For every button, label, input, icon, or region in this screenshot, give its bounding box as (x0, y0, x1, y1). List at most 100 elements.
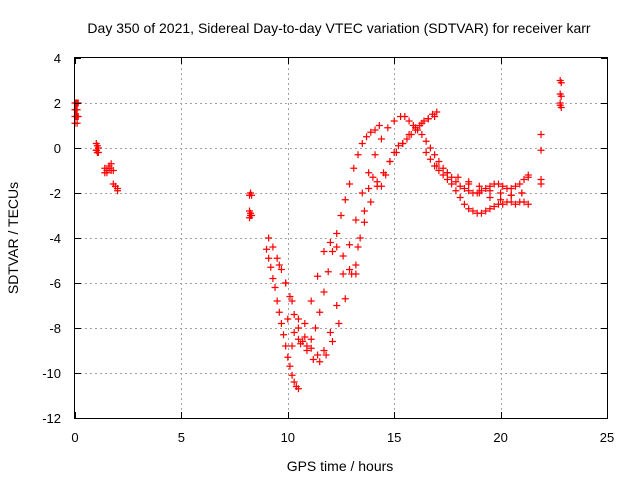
data-point (384, 124, 392, 132)
data-point (290, 311, 298, 318)
y-tick-label: -8 (49, 321, 61, 336)
data-point (537, 146, 545, 154)
data-point (537, 131, 545, 138)
data-point (407, 131, 415, 138)
data-point (288, 371, 296, 379)
data-point (328, 338, 336, 345)
data-point (320, 248, 328, 255)
x-tick-label: 5 (178, 430, 185, 445)
data-point (273, 254, 281, 262)
data-point (284, 353, 292, 361)
grid-lines (75, 58, 607, 418)
data-point (465, 205, 473, 213)
data-point (426, 144, 434, 152)
data-point (377, 135, 385, 143)
data-point (280, 331, 288, 339)
data-point (443, 176, 451, 183)
data-point (556, 99, 564, 107)
data-point (371, 151, 379, 159)
data-point (416, 122, 424, 129)
data-point (265, 234, 273, 242)
data-point (346, 266, 354, 273)
data-point (316, 358, 324, 366)
y-tick-label: -2 (49, 186, 61, 201)
x-axis-label: GPS time / hours (287, 458, 394, 474)
data-point (284, 315, 292, 323)
data-point (518, 189, 526, 197)
data-point (520, 176, 528, 183)
data-point (307, 297, 315, 305)
data-point (309, 356, 317, 363)
data-point (390, 149, 398, 156)
data-point (247, 212, 255, 219)
data-point (422, 137, 430, 145)
data-point (499, 200, 507, 208)
data-point (307, 335, 315, 343)
data-point (275, 308, 283, 316)
data-point (316, 308, 324, 316)
data-point (328, 248, 336, 255)
y-tick-label: -12 (42, 411, 61, 426)
data-point (352, 270, 360, 278)
data-point (371, 126, 379, 134)
data-point (524, 173, 532, 181)
data-point (499, 182, 507, 190)
data-point (269, 243, 277, 251)
data-point (365, 169, 373, 177)
data-point (482, 207, 490, 215)
data-point (360, 207, 368, 215)
data-point (282, 342, 290, 350)
data-point (422, 149, 430, 156)
y-tick-label: -4 (49, 231, 61, 246)
data-point (114, 187, 122, 195)
data-point (414, 126, 422, 134)
data-point (367, 128, 375, 136)
data-point (377, 182, 385, 190)
data-point (322, 351, 330, 359)
data-point (294, 385, 302, 393)
data-point (454, 173, 462, 181)
data-point (420, 117, 428, 125)
x-tick-label: 20 (493, 430, 507, 445)
data-point (435, 158, 443, 165)
data-point (456, 194, 464, 201)
data-point (301, 320, 309, 327)
data-point (290, 378, 298, 386)
data-point (271, 284, 279, 291)
data-point (433, 162, 441, 170)
axis-ticks: 0 5 10 15 20 25 -12 -10 -8 -6 -4 -2 0 2 4 (42, 51, 614, 445)
data-point (386, 158, 394, 165)
data-point (363, 133, 371, 141)
data-point (341, 196, 349, 204)
data-point (109, 167, 117, 174)
data-point (286, 362, 294, 370)
data-point (390, 117, 398, 125)
data-point (301, 333, 309, 341)
data-point (275, 261, 283, 269)
y-tick-label: -10 (42, 366, 61, 381)
data-point (431, 151, 439, 159)
data-point (494, 180, 502, 188)
data-point (418, 131, 426, 138)
data-point (286, 293, 294, 300)
data-point (248, 191, 256, 199)
data-point (394, 142, 402, 150)
data-point (439, 171, 447, 179)
data-point (369, 173, 377, 181)
data-point (443, 169, 451, 177)
data-point (409, 122, 417, 129)
data-point (352, 216, 360, 224)
data-point (365, 185, 373, 192)
data-point (456, 182, 464, 190)
data-point (477, 209, 485, 217)
data-point (339, 252, 347, 260)
data-point (448, 180, 456, 188)
data-point (277, 320, 285, 327)
y-tick-label: 0 (54, 141, 61, 156)
data-point (263, 245, 271, 253)
data-point (557, 92, 565, 100)
data-point (290, 329, 298, 336)
data-point (320, 288, 328, 296)
chart-title: Day 350 of 2021, Sidereal Day-to-day VTE… (87, 20, 590, 36)
